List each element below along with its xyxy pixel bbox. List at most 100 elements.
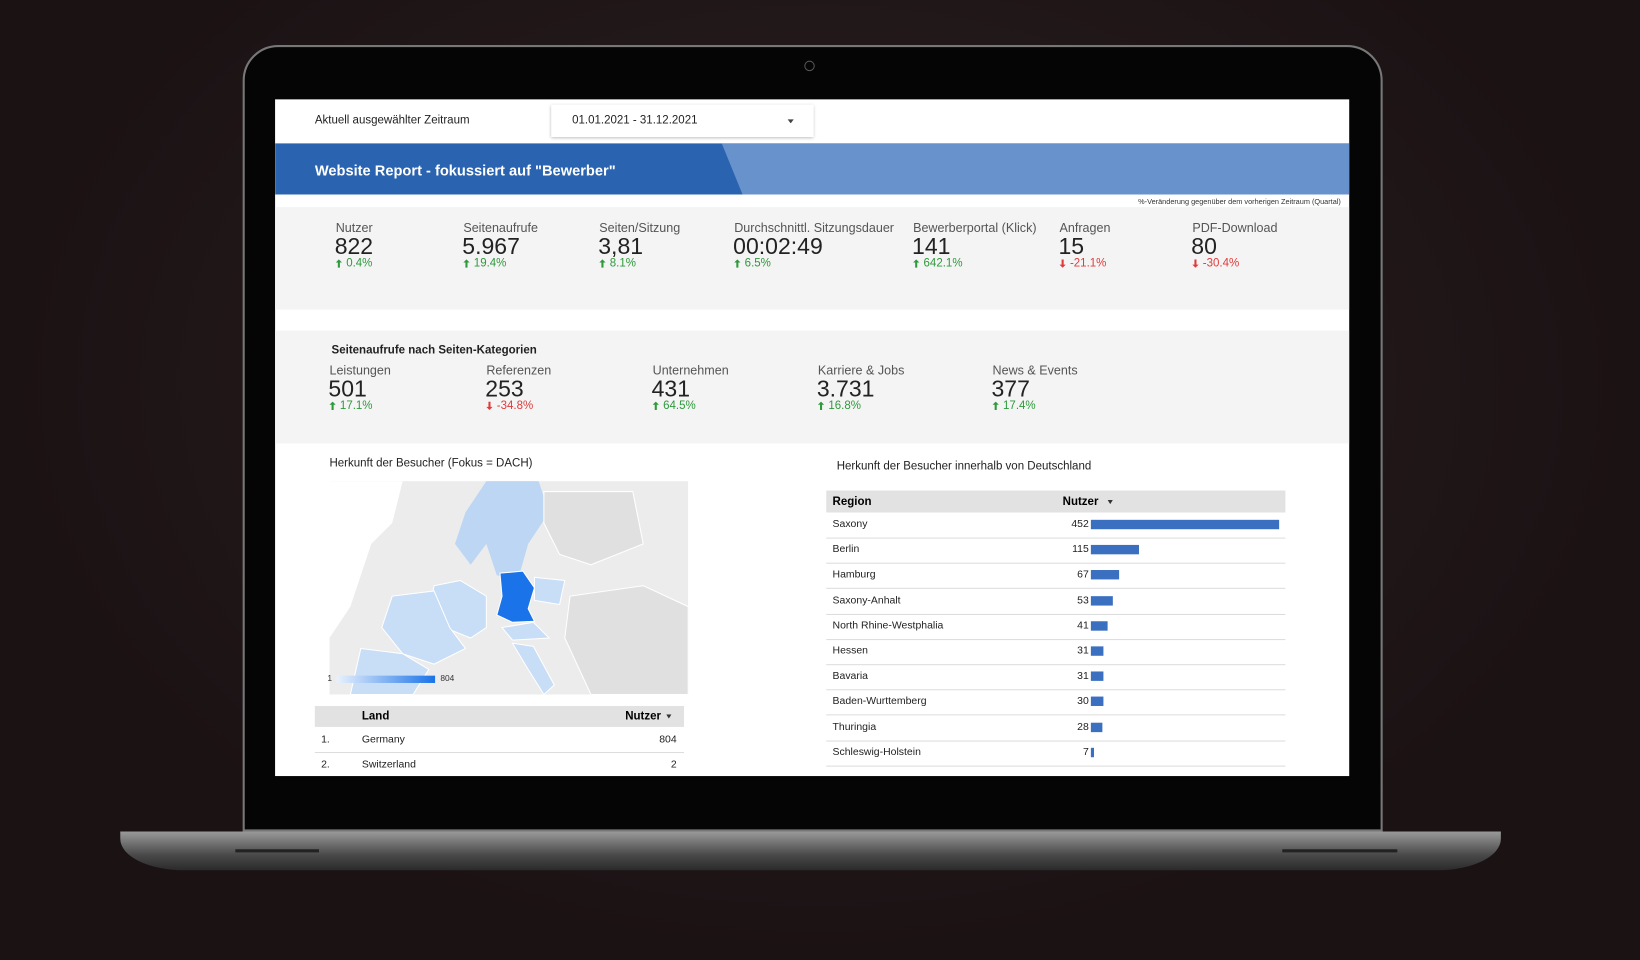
kpi-label: Bewerberportal (Klick) [913,220,1037,236]
dashboard-screen: Aktuell ausgewählter Zeitraum 01.01.2021… [275,99,1350,777]
map-title: Herkunft der Besucher (Fokus = DACH) [329,457,533,470]
kpi-label: Nutzer [335,220,373,236]
region-row: Saxony 452 [826,512,1286,539]
region-row: Saxony-Anhalt 53 [826,588,1286,615]
trend-arrow [1059,259,1066,268]
kpi-value: 00:02:49 [733,233,823,260]
trend-arrow [734,259,741,268]
kpi-value: 80 [1191,233,1217,260]
kpi-change-row: 0.4% [335,257,373,270]
users: 31 [1077,670,1089,683]
kpi-change: 17.1% [339,399,373,413]
category-panel: Seitenaufrufe nach Seiten-Kategorien Lei… [275,330,1350,444]
kpi-change-row: 19.4% [463,257,506,270]
kpi-change-row: 17.1% [329,399,373,413]
period-dropdown[interactable]: 01.01.2021 - 31.12.2021 [551,104,814,138]
region: Saxony [832,518,868,531]
users: 31 [1077,645,1089,657]
arrow-shape [1192,259,1199,268]
kpi-change: -34.8% [496,399,534,413]
bar [1090,595,1113,606]
kpi-change-row: 64.5% [652,399,696,413]
europe-map [329,481,689,695]
users: 452 [1071,518,1089,531]
arrow-shape [329,401,336,410]
kpi-change-row: -30.4% [1192,257,1239,270]
column-header[interactable]: Nutzer [625,710,662,723]
kpi-value: 15 [1058,233,1085,260]
region-row: North Rhine-Westphalia 41 [826,614,1286,640]
trend-arrow [486,401,493,410]
period-value: 01.01.2021 - 31.12.2021 [572,114,698,127]
arrow-shape [599,259,606,268]
kpi-change: 8.1% [609,257,636,270]
region: Hamburg [832,569,876,581]
users: 67 [1077,569,1089,581]
region: Hessen [832,645,868,657]
hinge [235,849,319,853]
kpi-change: 6.5% [744,257,771,270]
kpi-change: 17.4% [1003,399,1036,413]
region-row: Hessen 31 [826,639,1286,666]
region: Bavaria [832,670,868,683]
kpi-change: -21.1% [1069,257,1107,270]
report-title: Website Report - fokussiert auf "Bewerbe… [314,162,616,179]
bar [1090,747,1094,758]
kpi-change-row: 8.1% [599,257,636,270]
kpi-value: 3.731 [816,375,875,402]
region: North Rhine-Westphalia [832,620,944,632]
bar [1090,621,1108,631]
bar [1090,545,1139,555]
column-header: Region [832,495,872,509]
kpi-value: 253 [485,375,524,402]
users: 30 [1077,695,1089,708]
column-header[interactable]: Nutzer [1062,495,1099,509]
region: Schleswig-Holstein [832,746,921,759]
region-row: Thuringia 28 [826,715,1286,742]
bar [1090,646,1104,656]
trend-arrow [913,259,920,268]
bar [1090,671,1104,682]
country-table-header: Land Nutzer [314,705,685,727]
kpi-panel: Nutzer 822 0.4% Seitenaufrufe 5.967 19.4% Seit… [275,207,1350,310]
arrow-shape [1059,259,1066,268]
trend-arrow [652,401,659,410]
kpi-label: Durchschnittl. Sitzungsdauer [734,220,894,236]
country: Switzerland [361,759,416,771]
arrow-shape [335,259,343,268]
users: 2 [670,759,677,771]
kpi-change: 19.4% [473,257,507,270]
kpi-change: 64.5% [663,399,696,413]
users: 28 [1077,721,1089,733]
kpi-label: Referenzen [486,362,552,378]
rank: 1. [321,734,330,746]
kpi-label: Seiten/Sitzung [599,220,681,236]
hinge [1282,849,1398,853]
arrow-shape [913,259,920,268]
comparison-note: %-Veränderung gegenüber dem vorherigen Z… [1138,198,1341,207]
trend-arrow [599,259,606,268]
column-header: Land [361,710,390,723]
region-title: Herkunft der Besucher innerhalb von Deut… [836,460,1092,473]
kpi-change-row: -21.1% [1059,257,1106,270]
rank: 2. [321,759,330,771]
kpi-change: 16.8% [828,399,861,413]
kpi-change: 0.4% [346,257,373,270]
trend-arrow [335,259,343,268]
region: Baden-Wurttemberg [832,695,927,708]
bar [1090,519,1280,530]
arrow-shape [817,401,825,410]
category-title: Seitenaufrufe nach Seiten-Kategorien [331,344,537,357]
country: Germany [361,734,405,746]
users: 7 [1082,746,1089,759]
kpi-value: 141 [912,233,951,260]
camera [804,60,815,72]
region-table-header: Region Nutzer [826,490,1286,513]
kpi-value: 3,81 [598,233,644,260]
country-row: 1. Germany 804 [314,727,685,754]
users: 804 [659,734,677,746]
kpi-label: Unternehmen [652,362,729,378]
region-row: Berlin 115 [826,538,1286,564]
kpi-label: Leistungen [329,362,391,378]
